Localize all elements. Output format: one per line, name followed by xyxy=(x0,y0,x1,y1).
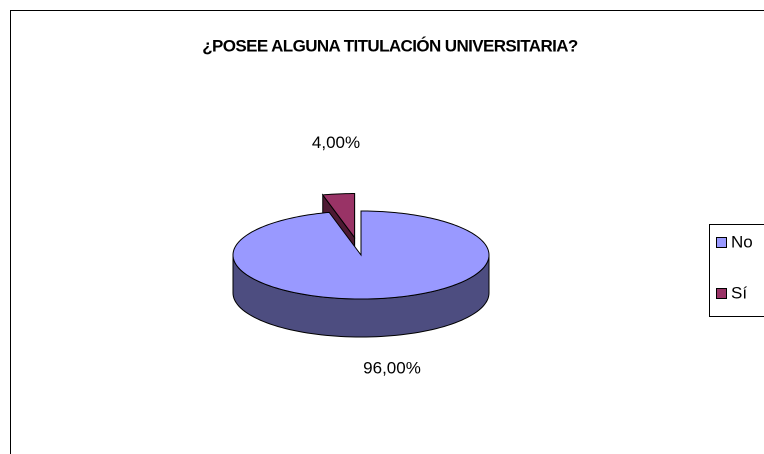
pie-slice xyxy=(321,193,356,240)
legend-swatch xyxy=(716,237,727,248)
chart-title: ¿POSEE ALGUNA TITULACIÓN UNIVERSITARIA? xyxy=(202,36,578,55)
data-label: 4,00% xyxy=(312,133,360,152)
legend-label: Sí xyxy=(731,283,747,302)
data-label: 96,00% xyxy=(363,358,421,377)
legend-swatch xyxy=(716,288,727,299)
pie-slice xyxy=(232,210,490,300)
legend-label: No xyxy=(731,232,753,251)
